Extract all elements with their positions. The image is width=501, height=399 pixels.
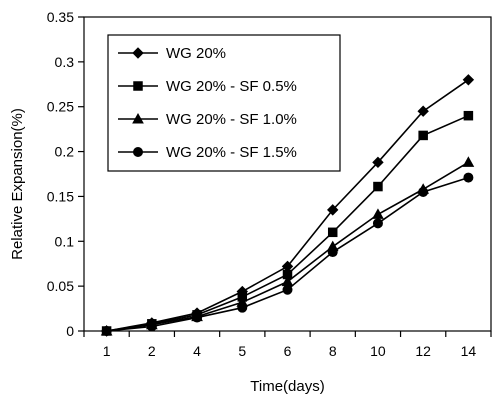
series-triangle — [100, 156, 475, 336]
data-point-circle — [101, 326, 112, 336]
data-point-square — [463, 110, 474, 121]
legend-label: WG 20% - SF 1.5% — [166, 144, 297, 161]
legend: WG 20% WG 20% - SF 0.5% WG 20% - SF 1.0% WG… — [107, 34, 341, 172]
legend-label: WG 20% — [166, 45, 226, 62]
x-axis-title: Time(days) — [250, 378, 324, 395]
y-tick-label: 0.35 — [47, 9, 74, 25]
data-point-diamond — [327, 204, 339, 216]
series-line — [106, 176, 469, 332]
legend-label: WG 20% - SF 0.5% — [166, 78, 297, 95]
series-line — [106, 161, 469, 332]
x-axis-ticks: 1 2 4 5 6 8 10 12 14 — [83, 331, 492, 359]
data-point-circle — [192, 312, 203, 323]
x-tick-label: 12 — [415, 343, 431, 359]
legend-marker-diamond — [132, 47, 144, 59]
legend-label: WG 20% - SF 1.0% — [166, 111, 297, 128]
legend-marker-triangle — [132, 112, 144, 124]
data-point-circle — [327, 247, 338, 258]
data-point-triangle — [372, 208, 384, 219]
data-point-circle — [237, 302, 248, 313]
data-point-diamond — [462, 74, 475, 86]
x-tick-label: 5 — [238, 343, 246, 359]
data-point-circle — [372, 218, 383, 229]
data-point-triangle — [462, 156, 475, 167]
y-tick-label: 0.05 — [47, 278, 74, 294]
y-tick-label: 0 — [66, 323, 74, 339]
x-tick-label: 6 — [284, 343, 292, 359]
legend-marker-circle — [133, 147, 143, 157]
y-tick-label: 0.3 — [55, 54, 75, 70]
data-point-square — [373, 181, 383, 192]
legend-box — [107, 34, 341, 172]
y-axis-ticks: 0 0.05 0.1 0.15 0.2 0.25 0.3 0.35 — [47, 9, 84, 339]
x-tick-label: 4 — [193, 343, 201, 359]
series-layer — [100, 74, 475, 337]
axes — [83, 16, 492, 332]
data-point-circle — [418, 186, 429, 197]
x-tick-label: 1 — [103, 343, 111, 359]
data-point-circle — [282, 284, 293, 295]
data-point-diamond — [417, 105, 429, 117]
x-tick-label: 14 — [461, 343, 477, 359]
series-circle — [101, 172, 474, 336]
data-point-circle — [463, 172, 474, 183]
x-tick-label: 10 — [370, 343, 386, 359]
y-tick-label: 0.2 — [55, 144, 75, 160]
plot-frame — [83, 16, 492, 332]
y-tick-label: 0.25 — [47, 99, 74, 115]
y-tick-label: 0.1 — [55, 233, 75, 249]
data-point-square — [418, 130, 428, 141]
data-point-diamond — [372, 156, 384, 169]
legend-marker-square — [133, 81, 143, 91]
data-point-circle — [146, 321, 157, 332]
y-tick-label: 0.15 — [47, 188, 74, 204]
x-tick-label: 2 — [148, 343, 156, 359]
y-axis-title: Relative Expansion(%) — [9, 108, 26, 260]
x-tick-label: 8 — [329, 343, 337, 359]
data-point-square — [327, 227, 338, 238]
